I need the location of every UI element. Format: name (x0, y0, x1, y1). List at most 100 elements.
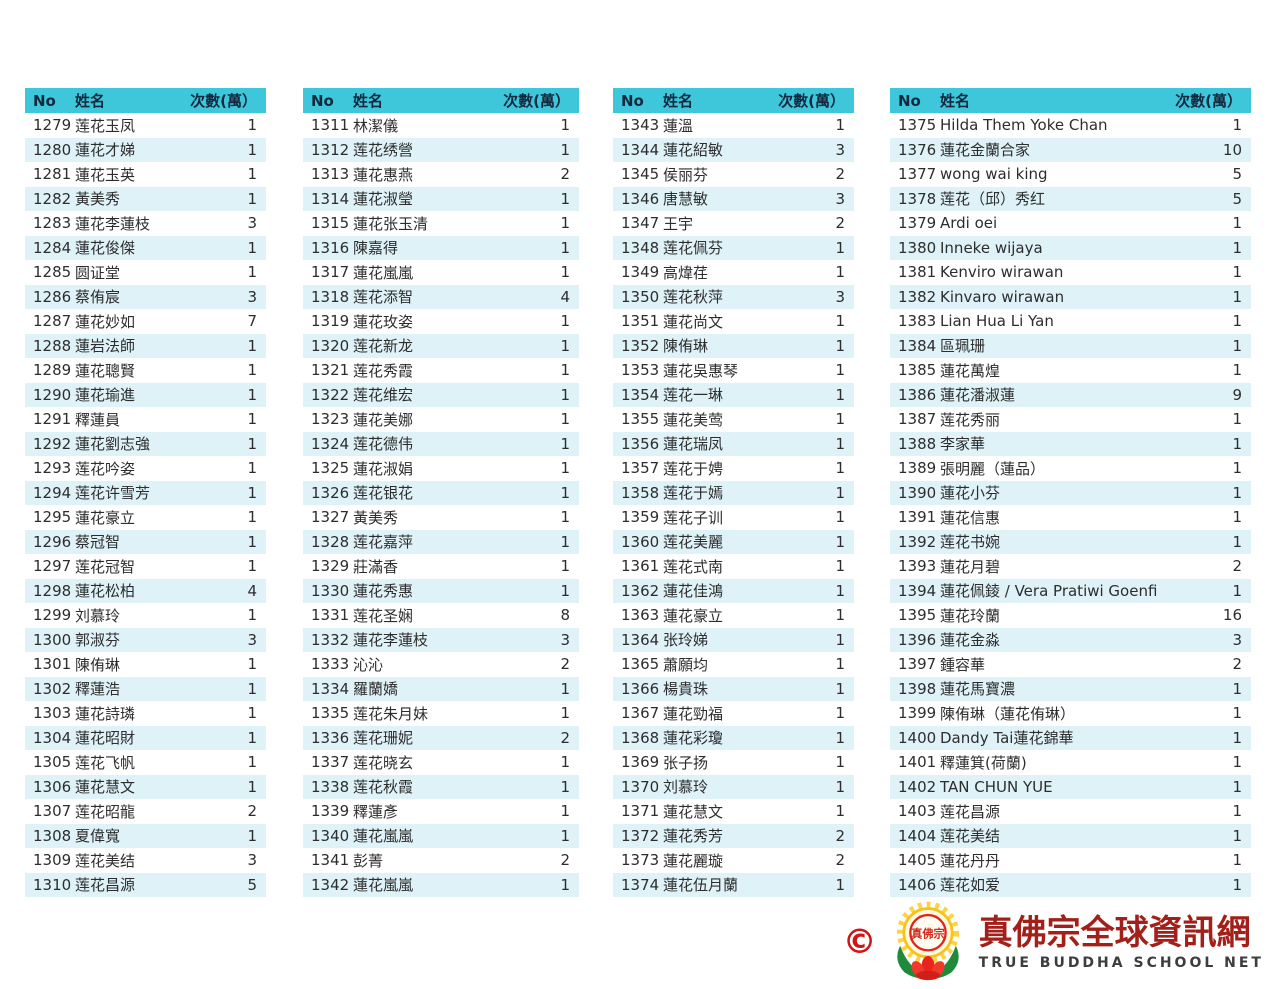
row-name: 蓮花麗璇 (663, 851, 724, 870)
row-name: 莲花美麗 (663, 533, 724, 552)
row-count: 1 (247, 483, 257, 502)
row-no: 1403 (898, 802, 937, 821)
row-no: 1354 (621, 385, 660, 404)
row-no: 1337 (311, 753, 350, 772)
row-count: 3 (835, 140, 845, 159)
row-no: 1340 (311, 826, 350, 845)
row-no: 1380 (898, 238, 937, 257)
row-name: 蓮花勁福 (663, 704, 724, 723)
row-name: 莲花昭龍 (75, 802, 136, 821)
row-no: 1366 (621, 679, 660, 698)
table-row: 1345 侯丽芬 2 (613, 162, 854, 187)
row-name: Hilda Them Yoke Chan (940, 116, 1108, 135)
table-row: 1405 蓮花丹丹 1 (890, 848, 1251, 873)
table-row: 1403 莲花昌源 1 (890, 799, 1251, 824)
table-row: 1396 蓮花金淼 3 (890, 627, 1251, 652)
row-name: 李家華 (940, 435, 986, 454)
row-no: 1297 (33, 557, 72, 576)
row-count: 1 (835, 361, 845, 380)
table-row: 1309 莲花美结 3 (25, 848, 266, 873)
row-count: 1 (835, 557, 845, 576)
table-body: 1343 蓮溫 1 1344 蓮花紹敏 3 1345 侯丽芬 2 1346 唐慧敏 3 1347 王宇 2 1… (613, 113, 854, 897)
site-name-chinese: 真佛宗全球資訊網 (978, 912, 1251, 953)
row-no: 1287 (33, 312, 72, 331)
table-row: 1295 蓮花豪立 1 (25, 505, 266, 530)
table-row: 1366 楊貴珠 1 (613, 676, 854, 701)
brand-text: 真佛宗全球資訊網 TRUE BUDDHA SCHOOL NET (979, 913, 1264, 972)
row-no: 1312 (311, 140, 350, 159)
row-no: 1334 (311, 679, 350, 698)
table-row: 1313 蓮花惠燕 2 (303, 162, 579, 187)
row-count: 2 (1232, 655, 1242, 674)
table-row: 1333 沁沁 2 (303, 652, 579, 677)
row-name: 陳侑琳（蓮花侑琳） (940, 704, 1076, 723)
table-row: 1369 张子扬 1 (613, 750, 854, 775)
row-count: 1 (560, 263, 570, 282)
row-name: 莲花珊妮 (353, 729, 414, 748)
row-count: 1 (247, 728, 257, 747)
row-count: 1 (1232, 508, 1242, 527)
row-name: 陳侑琳 (75, 655, 121, 674)
table-row: 1404 莲花美结 1 (890, 823, 1251, 848)
table-row: 1279 莲花玉凤 1 (25, 113, 266, 138)
row-no: 1295 (33, 508, 72, 527)
table-row: 1388 李家華 1 (890, 431, 1251, 456)
row-name: 莊滿香 (353, 557, 399, 576)
row-no: 1374 (621, 875, 660, 894)
row-name: 莲花嘉萍 (353, 533, 414, 552)
row-count: 1 (247, 361, 257, 380)
row-count: 1 (835, 655, 845, 674)
row-count: 1 (835, 459, 845, 478)
row-count: 1 (247, 263, 257, 282)
table-row: 1340 蓮花嵐嵐 1 (303, 823, 579, 848)
site-name-english: TRUE BUDDHA SCHOOL NET (978, 955, 1264, 972)
row-count: 1 (835, 434, 845, 453)
table-row: 1314 蓮花淑瑩 1 (303, 186, 579, 211)
row-name: 區珮珊 (940, 337, 986, 356)
table-row: 1281 蓮花玉英 1 (25, 162, 266, 187)
table-row: 1301 陳侑琳 1 (25, 652, 266, 677)
row-name: 蓮花玉英 (75, 165, 136, 184)
row-no: 1315 (311, 214, 350, 233)
row-no: 1338 (311, 777, 350, 796)
row-name: Ardi oei (940, 214, 998, 233)
row-no: 1307 (33, 802, 72, 821)
row-no: 1390 (898, 483, 937, 502)
row-count: 1 (1232, 875, 1242, 894)
table-row: 1307 莲花昭龍 2 (25, 799, 266, 824)
row-count: 5 (247, 875, 257, 894)
row-name: 蓮花萬煌 (940, 361, 1001, 380)
row-count: 16 (1222, 606, 1242, 625)
row-count: 3 (835, 189, 845, 208)
row-name: 莲花许雪芳 (75, 484, 151, 503)
row-no: 1363 (621, 606, 660, 625)
row-no: 1331 (311, 606, 350, 625)
table-row: 1321 莲花秀霞 1 (303, 358, 579, 383)
row-name: 蕭願均 (663, 655, 709, 674)
column-no: No (621, 91, 644, 110)
row-name: 蓮花慧文 (75, 778, 136, 797)
table-row: 1311 林潔儀 1 (303, 113, 579, 138)
table-row: 1335 莲花朱月妹 1 (303, 701, 579, 726)
emblem-text: 真佛宗 (911, 926, 944, 940)
row-count: 1 (835, 116, 845, 135)
row-name: 蓮花瑞凤 (663, 435, 724, 454)
row-name: 釋蓮員 (75, 410, 121, 429)
row-name: 蓮花淑娟 (353, 459, 414, 478)
row-no: 1279 (33, 116, 72, 135)
row-no: 1319 (311, 312, 350, 331)
row-no: 1344 (621, 140, 660, 159)
row-no: 1356 (621, 434, 660, 453)
row-count: 1 (835, 312, 845, 331)
table-row: 1326 莲花银花 1 (303, 480, 579, 505)
table-body: 1375 Hilda Them Yoke Chan 1 1376 蓮花金蘭合家 10 137… (890, 113, 1251, 897)
column-no: No (33, 91, 56, 110)
row-count: 5 (1232, 165, 1242, 184)
column-no: No (898, 91, 921, 110)
row-no: 1370 (621, 777, 660, 796)
table-row: 1280 蓮花才娣 1 (25, 137, 266, 162)
row-name: 莲花秀霞 (353, 361, 414, 380)
row-no: 1321 (311, 361, 350, 380)
row-no: 1296 (33, 532, 72, 551)
table-row: 1354 莲花一琳 1 (613, 382, 854, 407)
